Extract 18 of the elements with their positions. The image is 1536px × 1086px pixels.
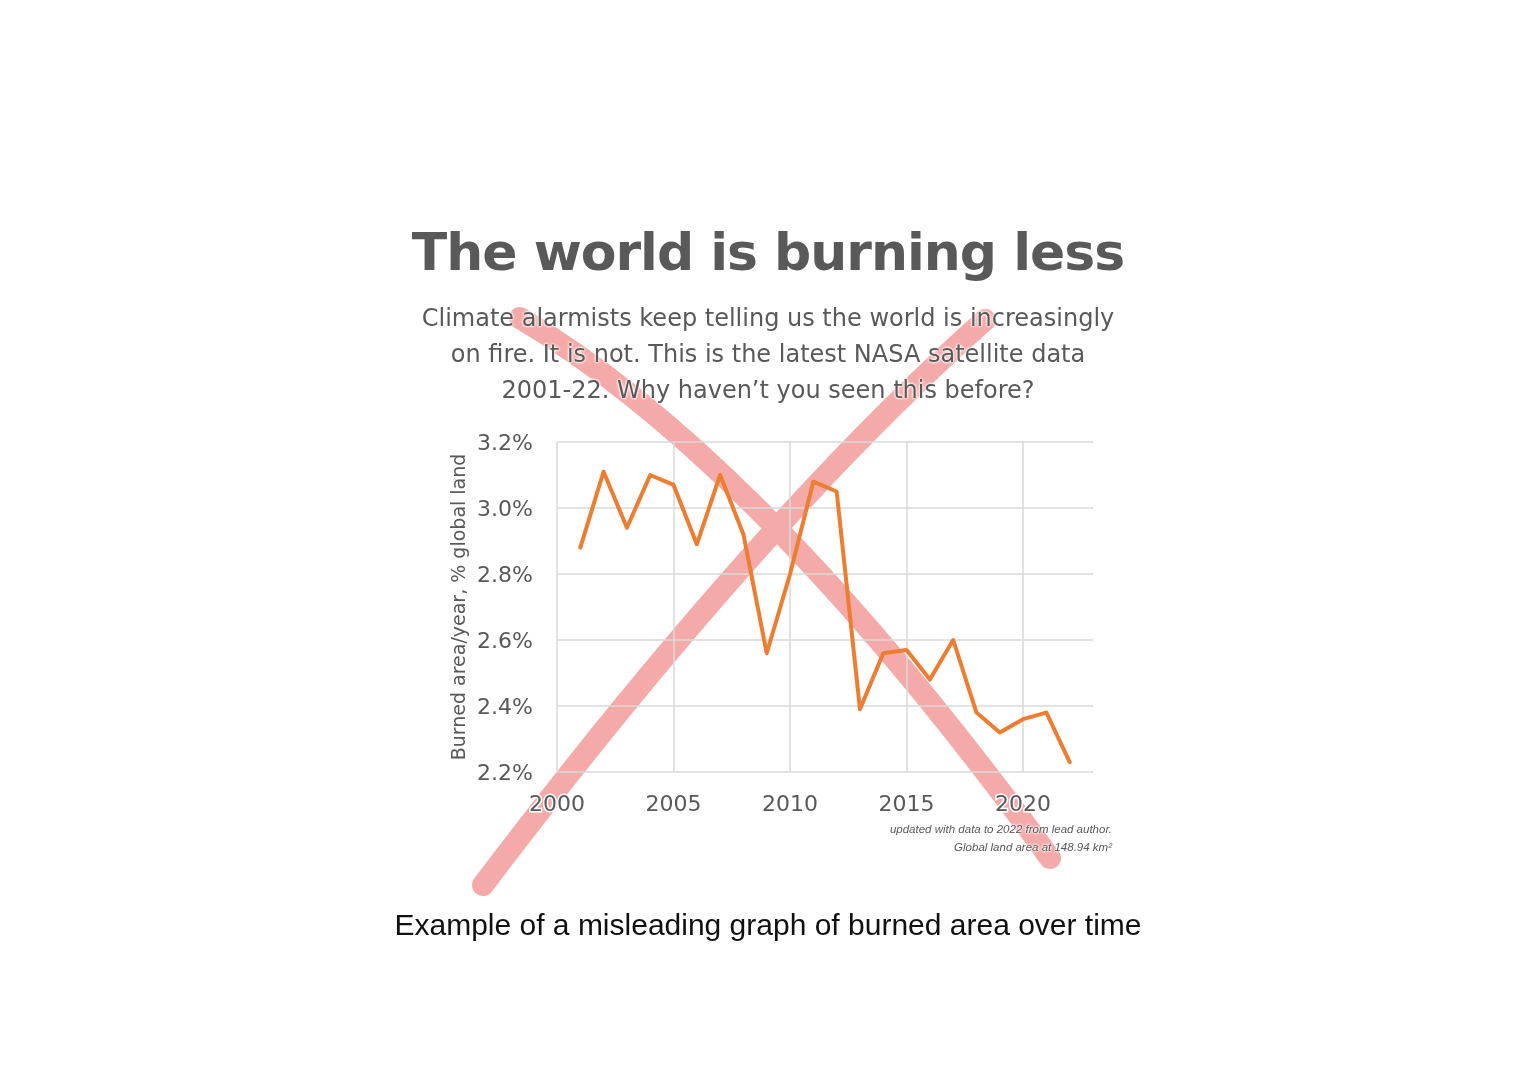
x-tick-label: 2010 [762, 790, 819, 816]
y-tick-label: 2.2% [477, 759, 533, 785]
x-tick-label: 2020 [995, 790, 1052, 816]
y-tick-label: 2.6% [477, 627, 533, 653]
x-tick-label: 2015 [878, 790, 935, 816]
y-axis-title: Burned area/year, % global land [446, 453, 469, 761]
chart-title: The world is burning less [410, 222, 1126, 282]
y-tick-label: 3.0% [477, 495, 533, 521]
line-series [578, 469, 1072, 765]
chart-subtitle: Climate alarmists keep telling us the world is increasingly on fire. It is not. This is the latest NASA satellite data 2001-22. Why haven’t you seen this before? [420, 303, 1116, 406]
text: Global land area at 148.94 km² [953, 841, 1112, 853]
text: updated with data to 2022 from lead author. [888, 823, 1112, 835]
y-tick-label: 2.8% [477, 561, 533, 587]
x-tick-label: 2000 [529, 790, 585, 816]
text: Example of a misleading graph of burned area over time [393, 908, 1143, 942]
y-tick-label: 2.4% [477, 693, 533, 719]
y-tick-label: 3.2% [477, 429, 533, 455]
x-tick-label: 2005 [645, 790, 702, 816]
